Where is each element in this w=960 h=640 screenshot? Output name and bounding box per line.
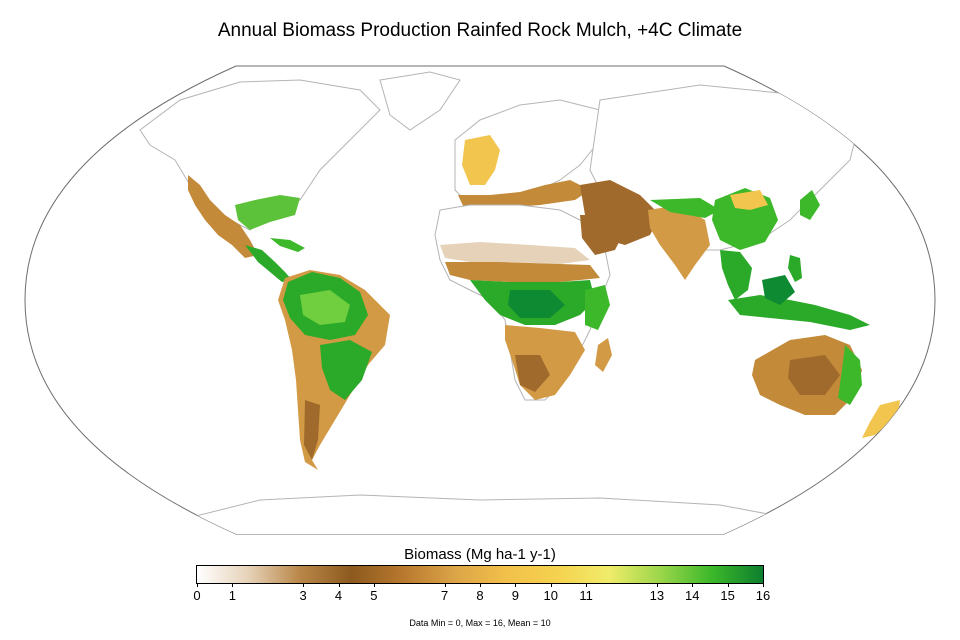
map-title: Annual Biomass Production Rainfed Rock M…: [217, 20, 743, 41]
data-stats: Data Min = 0, Max = 16, Mean = 10: [409, 618, 551, 628]
legend-tick: [338, 583, 340, 587]
legend-tick-labels: 0 1 3 4 5 7 8 9 10 11 13 14 15 16: [193, 588, 770, 604]
legend-tick: [586, 583, 588, 587]
legend-colorbar: [196, 565, 764, 584]
world-map-svg: [24, 65, 936, 535]
legend-tick-label: 4: [334, 588, 343, 603]
legend-tick: [727, 583, 729, 587]
legend-tick-label: 10: [543, 588, 558, 603]
legend-tick: [480, 583, 481, 587]
mediterranean-biomass: [458, 180, 590, 210]
philippines-biomass: [788, 255, 802, 282]
central-america-biomass: [245, 245, 292, 282]
antarctica-land: [139, 494, 822, 534]
borneo-biomass: [762, 275, 795, 305]
patagonia-biomass: [304, 400, 320, 460]
western-europe-biomass: [462, 135, 500, 185]
japan-biomass: [800, 190, 820, 220]
legend-tick: [550, 583, 552, 587]
us-east-biomass: [235, 195, 300, 230]
legend-tick-label: 8: [476, 588, 484, 603]
legend-tick-label: 13: [649, 588, 665, 603]
caribbean-biomass: [270, 238, 305, 252]
legend-tick: [303, 583, 305, 587]
legend-tick: [197, 583, 198, 587]
amazon-core-biomass: [300, 290, 350, 325]
mexico-biomass: [188, 175, 258, 258]
legend-tick-label: 0: [193, 588, 201, 603]
east-africa-biomass: [585, 285, 610, 330]
congo-core-biomass: [508, 290, 565, 318]
legend-tick-label: 3: [299, 588, 307, 603]
china-north-biomass: [730, 190, 768, 210]
legend-tick: [656, 583, 658, 587]
indonesia-biomass: [728, 295, 870, 330]
legend-tick: [515, 583, 517, 587]
himalaya-biomass: [650, 198, 720, 218]
legend-tick-label: 15: [720, 588, 735, 603]
australia-interior-biomass: [788, 355, 840, 395]
legend-ticks: [196, 583, 764, 588]
australia-east-biomass: [838, 345, 862, 405]
legend-tick: [444, 583, 446, 587]
southeast-asia-biomass: [720, 250, 752, 300]
sahara-low-biomass: [440, 242, 590, 264]
greenland-land: [379, 71, 461, 131]
legend-title: Biomass (Mg ha-1 y-1): [404, 546, 556, 563]
brazil-south-biomass: [320, 340, 372, 400]
india-biomass: [648, 205, 710, 280]
legend-tick: [232, 583, 234, 587]
legend-tick: [373, 583, 375, 587]
new-zealand-biomass: [862, 400, 900, 438]
legend-tick-label: 9: [511, 588, 519, 603]
world-map: [24, 65, 936, 535]
legend-tick: [763, 583, 764, 587]
kalahari-biomass: [515, 355, 550, 392]
sahel-biomass: [445, 262, 600, 282]
arabia-biomass: [580, 215, 625, 255]
legend-tick: [692, 583, 694, 587]
legend-tick-label: 7: [441, 588, 449, 603]
legend-tick-label: 5: [370, 588, 378, 603]
legend-tick-label: 16: [755, 588, 771, 603]
legend-tick-label: 11: [579, 588, 593, 603]
legend-tick-label: 1: [228, 588, 236, 603]
legend-tick-label: 14: [685, 588, 700, 603]
madagascar-biomass: [595, 338, 612, 372]
